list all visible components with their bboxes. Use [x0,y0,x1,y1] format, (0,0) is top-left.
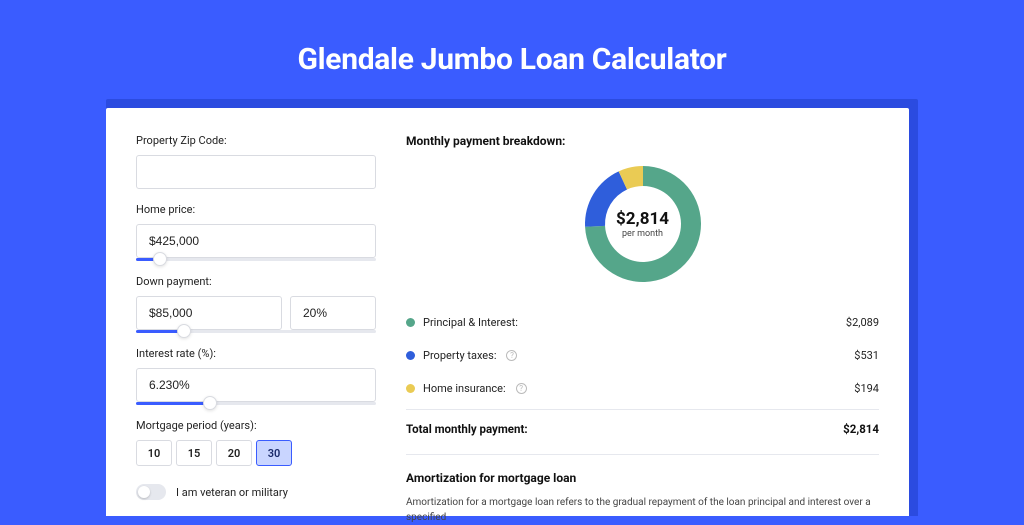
home-price-label: Home price: [136,203,376,216]
breakdown-title: Monthly payment breakdown: [406,134,879,148]
interest-rate-slider-rest [210,402,376,405]
down-payment-amount-input[interactable] [136,296,282,330]
down-payment-label: Down payment: [136,275,376,288]
veteran-label: I am veteran or military [176,486,288,499]
legend-value: $531 [854,349,879,362]
mortgage-period-option-20[interactable]: 20 [216,440,252,466]
down-payment-slider-rest [184,330,376,333]
mortgage-period-option-10[interactable]: 10 [136,440,172,466]
legend-value: $2,089 [846,316,879,329]
inputs-column: Property Zip Code: Home price: Down paym… [136,134,376,516]
veteran-toggle-knob [138,486,150,498]
veteran-row: I am veteran or military [136,484,376,500]
down-payment-field: Down payment: [136,275,376,333]
legend-dot-icon [406,351,415,360]
down-payment-percent-input[interactable] [290,296,376,330]
zip-input[interactable] [136,155,376,189]
veteran-toggle[interactable] [136,484,166,500]
donut-center: $2,814 per month [616,209,669,239]
legend: Principal & Interest: $2,089 Property taxe… [406,306,879,405]
mortgage-period-option-30[interactable]: 30 [256,440,292,466]
interest-rate-slider[interactable] [136,402,376,405]
interest-rate-label: Interest rate (%): [136,347,376,360]
down-payment-slider-thumb[interactable] [177,324,191,338]
breakdown-column: Monthly payment breakdown: $2,814 per mo… [376,134,879,516]
down-payment-slider[interactable] [136,330,376,333]
zip-field: Property Zip Code: [136,134,376,189]
home-price-slider-rest [160,258,376,261]
donut-chart: $2,814 per month [583,164,703,284]
legend-label: Principal & Interest: [423,316,518,329]
mortgage-period-field: Mortgage period (years): 10152030 [136,419,376,466]
zip-label: Property Zip Code: [136,134,376,147]
card-shadow: Property Zip Code: Home price: Down paym… [106,99,918,516]
total-label: Total monthly payment: [406,422,528,436]
mortgage-period-option-15[interactable]: 15 [176,440,212,466]
amortization-section: Amortization for mortgage loan Amortizat… [406,454,879,525]
total-row: Total monthly payment: $2,814 [406,409,879,436]
legend-dot-icon [406,384,415,393]
legend-dot-icon [406,318,415,327]
legend-label: Home insurance: [423,382,506,395]
page-title: Glendale Jumbo Loan Calculator [0,42,1024,77]
donut-wrap: $2,814 per month [406,164,879,284]
interest-rate-input[interactable] [136,368,376,402]
legend-row-0: Principal & Interest: $2,089 [406,306,879,339]
info-icon[interactable]: ? [516,383,527,394]
legend-row-1: Property taxes:? $531 [406,339,879,372]
home-price-input[interactable] [136,224,376,258]
legend-value: $194 [854,382,879,395]
mortgage-period-buttons: 10152030 [136,440,376,466]
donut-value: $2,814 [616,209,669,229]
mortgage-period-label: Mortgage period (years): [136,419,376,432]
calculator-card: Property Zip Code: Home price: Down paym… [106,108,909,516]
donut-sub: per month [616,229,669,239]
amortization-text: Amortization for a mortgage loan refers … [406,495,879,525]
interest-rate-slider-thumb[interactable] [203,396,217,410]
amortization-title: Amortization for mortgage loan [406,471,879,485]
legend-label: Property taxes: [423,349,496,362]
home-price-slider[interactable] [136,258,376,261]
home-price-field: Home price: [136,203,376,261]
total-value: $2,814 [843,422,879,436]
legend-row-2: Home insurance:? $194 [406,372,879,405]
page-header: Glendale Jumbo Loan Calculator [0,0,1024,99]
info-icon[interactable]: ? [506,350,517,361]
interest-rate-field: Interest rate (%): [136,347,376,405]
interest-rate-slider-fill [136,402,210,405]
home-price-slider-thumb[interactable] [153,252,167,266]
